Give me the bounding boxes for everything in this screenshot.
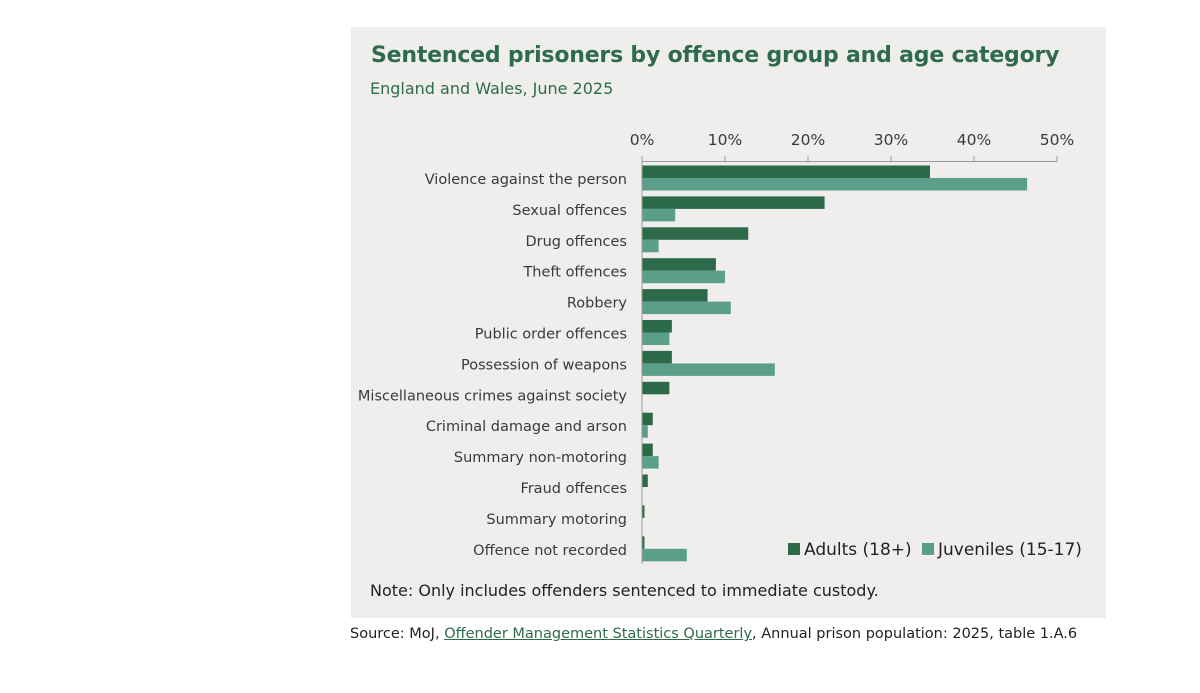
bar-adults xyxy=(642,350,672,364)
category-label: Summary non-motoring xyxy=(454,450,627,466)
category-label: Summary motoring xyxy=(486,512,627,528)
bar-adults xyxy=(642,474,648,487)
x-tick-label: 50% xyxy=(1040,131,1074,149)
legend-label-juveniles: Juveniles (15-17) xyxy=(937,540,1082,560)
category-label: Robbery xyxy=(567,296,628,312)
bar-adults xyxy=(642,505,645,518)
x-tick-label: 20% xyxy=(791,131,825,149)
bar-adults xyxy=(642,165,931,178)
bar-juveniles xyxy=(642,270,725,284)
chart-note: Note: Only includes offenders sentenced … xyxy=(370,581,879,600)
category-label: Criminal damage and arson xyxy=(426,419,627,435)
chart-panel: Sentenced prisoners by offence group and… xyxy=(351,27,1106,618)
category-label: Fraud offences xyxy=(520,481,627,497)
category-label: Drug offences xyxy=(525,234,627,250)
bar-juveniles xyxy=(642,548,687,562)
bar-adults xyxy=(642,289,708,302)
category-label: Theft offences xyxy=(522,265,627,281)
category-label: Possession of weapons xyxy=(461,357,627,373)
source-link[interactable]: Offender Management Statistics Quarterly xyxy=(444,626,753,642)
bar-juveniles xyxy=(642,239,659,253)
category-label: Sexual offences xyxy=(512,203,627,219)
x-tick-label: 30% xyxy=(874,131,908,149)
bar-juveniles xyxy=(642,332,670,345)
bar-adults xyxy=(642,536,645,549)
bar-adults xyxy=(642,443,653,457)
category-label: Offence not recorded xyxy=(473,543,627,559)
bar-adults xyxy=(642,320,672,333)
bar-juveniles xyxy=(642,178,1028,191)
chart-title: Sentenced prisoners by offence group and… xyxy=(371,43,1060,68)
legend-swatch-adults xyxy=(788,543,800,555)
category-label: Violence against the person xyxy=(425,172,627,188)
bar-adults xyxy=(642,227,749,240)
bar-adults xyxy=(642,258,716,271)
bar-adults xyxy=(642,381,670,395)
legend-label-adults: Adults (18+) xyxy=(804,540,912,560)
source-prefix: Source: MoJ, xyxy=(350,626,445,642)
source-suffix: , Annual prison population: 2025, table … xyxy=(752,626,1078,642)
bar-juveniles xyxy=(642,208,676,222)
bar-adults xyxy=(642,196,825,209)
x-tick-label: 40% xyxy=(957,131,991,149)
category-label: Miscellaneous crimes against society xyxy=(358,388,628,404)
bar-adults xyxy=(642,412,653,426)
legend-swatch-juveniles xyxy=(922,543,934,555)
bar-juveniles xyxy=(642,301,731,315)
category-label: Public order offences xyxy=(475,327,627,343)
x-tick-label: 0% xyxy=(630,131,655,149)
bar-juveniles xyxy=(642,363,775,376)
x-tick-label: 10% xyxy=(708,131,742,149)
bar-juveniles xyxy=(642,456,659,469)
chart-subtitle: England and Wales, June 2025 xyxy=(370,79,614,98)
source-line: Source: MoJ, Offender Management Statist… xyxy=(350,626,1077,642)
bar-juveniles xyxy=(642,425,648,438)
